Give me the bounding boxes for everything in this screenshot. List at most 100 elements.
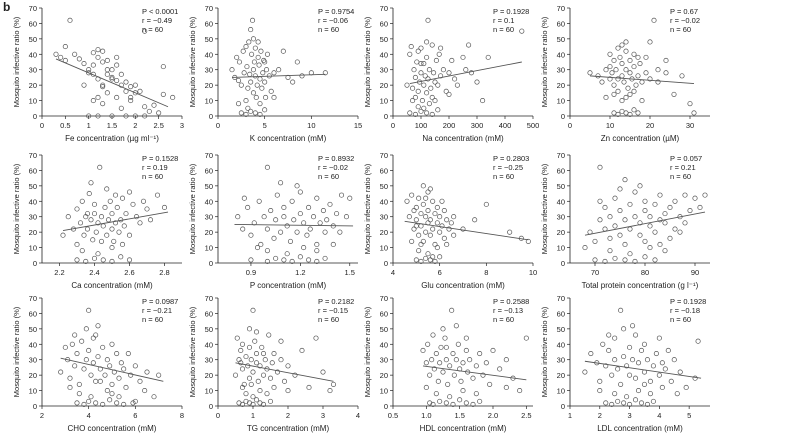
data-point	[665, 347, 671, 354]
data-point	[151, 102, 157, 108]
data-point	[243, 44, 249, 50]
data-point	[428, 85, 434, 91]
data-point	[607, 64, 613, 70]
data-point	[602, 258, 608, 265]
data-point	[140, 198, 147, 204]
data-point	[421, 60, 427, 67]
data-point	[314, 258, 320, 265]
y-tick-label: 10	[205, 244, 213, 253]
y-tick-label: 50	[557, 325, 565, 334]
data-point	[427, 400, 433, 406]
data-point	[437, 360, 443, 366]
data-point	[647, 391, 653, 397]
data-point	[86, 191, 92, 197]
data-point	[118, 82, 124, 88]
panel-letter: b	[3, 0, 11, 14]
data-point	[627, 111, 633, 118]
stat-label: P = 0.2182	[318, 297, 354, 306]
data-point	[609, 70, 615, 76]
stat-label: P = 0.1928	[670, 297, 706, 306]
data-point	[432, 211, 438, 217]
data-point	[100, 344, 106, 350]
stat-label: n = 60	[142, 172, 163, 181]
data-point	[253, 94, 259, 101]
y-tick-label: 70	[557, 4, 565, 13]
y-tick-label: 70	[29, 4, 37, 13]
data-point	[267, 375, 274, 381]
x-tick-label: 1.0	[421, 411, 431, 420]
data-point	[467, 357, 473, 363]
data-point	[617, 54, 623, 60]
data-point	[301, 245, 307, 251]
data-point	[692, 195, 698, 201]
data-point	[425, 207, 431, 214]
data-point	[72, 363, 78, 369]
data-point	[607, 214, 613, 220]
data-point	[128, 94, 134, 101]
data-point	[284, 251, 290, 257]
data-point	[245, 204, 251, 211]
data-point	[641, 341, 648, 347]
x-tick-label: 10	[307, 121, 315, 130]
data-point	[281, 257, 287, 263]
data-point	[250, 307, 256, 313]
data-point	[260, 350, 267, 357]
data-point	[86, 113, 92, 119]
trend-line	[409, 61, 522, 85]
data-point	[635, 73, 641, 79]
data-point	[256, 198, 262, 204]
scatter-plot-1: 0 10 20 30 40 50 60 70 0 0.5 1 1.5 2 2.5 3 Fe concentra…	[12, 4, 184, 143]
y-axis-label: Mosquito infective ratio (%)	[540, 306, 549, 397]
data-point	[112, 220, 119, 226]
y-tick-label: 60	[205, 19, 213, 28]
y-tick-label: 10	[557, 97, 565, 106]
data-point	[239, 401, 246, 408]
data-point	[109, 113, 115, 119]
data-point	[425, 251, 431, 257]
data-point	[249, 17, 256, 23]
y-tick-label: 20	[205, 371, 213, 380]
stat-label: n = 60	[493, 315, 514, 324]
data-point	[137, 378, 143, 384]
data-point	[611, 82, 617, 88]
data-point	[490, 347, 496, 354]
data-point	[114, 54, 120, 60]
data-point	[430, 198, 436, 204]
data-point	[457, 397, 463, 403]
x-tick-label: 3	[180, 121, 184, 130]
data-point	[60, 232, 66, 238]
data-point	[102, 204, 108, 211]
data-point	[142, 104, 148, 110]
data-point	[612, 391, 618, 397]
trend-line	[235, 362, 334, 382]
stat-label: P = 0.1528	[142, 154, 178, 163]
y-tick-label: 0	[561, 112, 565, 121]
data-point	[83, 326, 89, 332]
y-tick-label: 60	[380, 166, 388, 175]
data-point	[297, 211, 303, 217]
data-point	[240, 48, 246, 54]
data-point	[407, 110, 413, 116]
data-point	[268, 88, 274, 94]
stat-label: n = 60	[318, 25, 339, 34]
data-point	[125, 350, 131, 357]
data-point	[450, 350, 456, 357]
data-point	[107, 198, 113, 204]
data-point	[246, 344, 253, 350]
data-point	[257, 76, 263, 82]
data-point	[306, 204, 312, 211]
data-point	[238, 110, 244, 116]
data-point	[160, 64, 166, 70]
data-point	[76, 381, 82, 387]
data-point	[652, 229, 658, 235]
data-point	[622, 257, 628, 263]
data-point	[250, 90, 257, 96]
y-tick-label: 30	[557, 213, 565, 222]
data-point	[243, 98, 249, 104]
data-point	[264, 258, 270, 265]
data-point	[615, 76, 621, 82]
y-tick-label: 0	[561, 259, 565, 268]
data-point	[262, 59, 268, 65]
y-tick-label: 10	[557, 387, 565, 396]
data-point	[643, 70, 649, 76]
